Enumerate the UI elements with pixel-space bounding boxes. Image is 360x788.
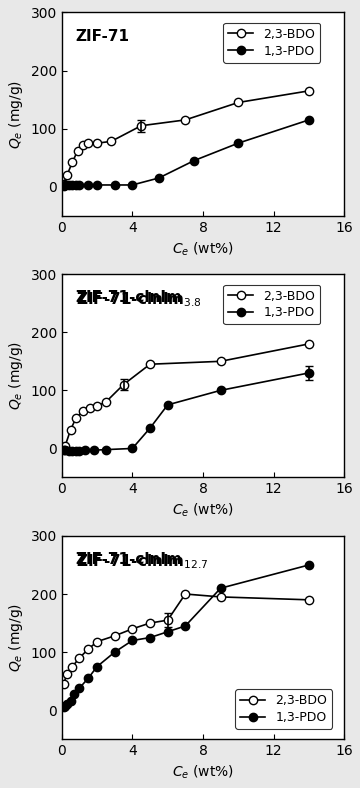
2,3-BDO	[307, 86, 311, 95]
2,3-BDO	[88, 403, 92, 413]
1,3-PDO	[77, 180, 82, 190]
2,3-BDO	[148, 359, 152, 369]
2,3-BDO	[307, 595, 311, 604]
2,3-BDO	[130, 624, 135, 634]
2,3-BDO	[95, 637, 99, 646]
2,3-BDO	[121, 380, 126, 389]
1,3-PDO	[219, 583, 223, 593]
2,3-BDO	[70, 158, 75, 167]
Text: ZIF-71: ZIF-71	[76, 28, 130, 43]
1,3-PDO	[157, 173, 161, 183]
2,3-BDO	[61, 679, 66, 689]
X-axis label: $C_e$ (wt%): $C_e$ (wt%)	[172, 240, 234, 258]
1,3-PDO	[166, 400, 170, 410]
1,3-PDO	[77, 683, 82, 693]
Line: 2,3-BDO: 2,3-BDO	[59, 87, 313, 188]
1,3-PDO	[65, 700, 69, 709]
Y-axis label: $Q_e$ (mg/g): $Q_e$ (mg/g)	[7, 341, 25, 411]
2,3-BDO	[95, 401, 99, 411]
1,3-PDO	[219, 385, 223, 395]
2,3-BDO	[77, 653, 82, 663]
1,3-PDO	[148, 633, 152, 642]
1,3-PDO	[307, 368, 311, 377]
Legend: 2,3-BDO, 1,3-PDO: 2,3-BDO, 1,3-PDO	[235, 690, 332, 729]
1,3-PDO	[113, 180, 117, 190]
1,3-PDO	[61, 445, 66, 455]
2,3-BDO	[86, 645, 90, 654]
1,3-PDO	[72, 690, 76, 699]
2,3-BDO	[236, 98, 240, 107]
1,3-PDO	[130, 444, 135, 453]
1,3-PDO	[166, 627, 170, 637]
Text: ZIF-71-clnIm: ZIF-71-clnIm	[76, 291, 183, 306]
1,3-PDO	[82, 445, 87, 455]
1,3-PDO	[77, 447, 82, 456]
2,3-BDO	[86, 138, 90, 147]
Text: ZIF-71-clnIm$_{12.7}$: ZIF-71-clnIm$_{12.7}$	[76, 552, 208, 571]
2,3-BDO	[63, 440, 67, 450]
Y-axis label: $Q_e$ (mg/g): $Q_e$ (mg/g)	[7, 80, 25, 149]
Text: ZIF-71-clnIm: ZIF-71-clnIm	[76, 552, 183, 567]
1,3-PDO	[63, 701, 67, 710]
Legend: 2,3-BDO, 1,3-PDO: 2,3-BDO, 1,3-PDO	[223, 23, 320, 62]
Line: 1,3-PDO: 1,3-PDO	[59, 369, 313, 455]
2,3-BDO	[81, 140, 85, 150]
1,3-PDO	[130, 636, 135, 645]
2,3-BDO	[148, 619, 152, 628]
1,3-PDO	[91, 445, 96, 455]
2,3-BDO	[70, 662, 75, 671]
Text: ZIF-71-clnIm$_{3.8}$: ZIF-71-clnIm$_{3.8}$	[76, 291, 202, 309]
1,3-PDO	[74, 447, 78, 456]
2,3-BDO	[219, 593, 223, 602]
1,3-PDO	[307, 115, 311, 125]
2,3-BDO	[65, 670, 69, 679]
Line: 2,3-BDO: 2,3-BDO	[61, 340, 313, 450]
Line: 1,3-PDO: 1,3-PDO	[59, 561, 313, 712]
1,3-PDO	[67, 180, 71, 190]
X-axis label: $C_e$ (wt%): $C_e$ (wt%)	[172, 764, 234, 781]
2,3-BDO	[81, 406, 85, 415]
1,3-PDO	[130, 180, 135, 190]
2,3-BDO	[61, 179, 66, 188]
2,3-BDO	[68, 426, 73, 435]
1,3-PDO	[113, 648, 117, 657]
1,3-PDO	[148, 423, 152, 433]
1,3-PDO	[307, 560, 311, 570]
2,3-BDO	[183, 589, 188, 599]
Y-axis label: $Q_e$ (mg/g): $Q_e$ (mg/g)	[7, 603, 25, 672]
2,3-BDO	[183, 115, 188, 125]
2,3-BDO	[109, 136, 113, 146]
1,3-PDO	[63, 180, 67, 190]
1,3-PDO	[86, 674, 90, 683]
1,3-PDO	[74, 180, 78, 190]
2,3-BDO	[76, 146, 80, 155]
1,3-PDO	[86, 180, 90, 190]
X-axis label: $C_e$ (wt%): $C_e$ (wt%)	[172, 502, 234, 519]
1,3-PDO	[183, 621, 188, 630]
Line: 1,3-PDO: 1,3-PDO	[59, 116, 313, 190]
1,3-PDO	[63, 445, 67, 455]
2,3-BDO	[65, 170, 69, 180]
1,3-PDO	[104, 445, 108, 455]
1,3-PDO	[95, 662, 99, 671]
2,3-BDO	[104, 397, 108, 407]
1,3-PDO	[95, 180, 99, 190]
2,3-BDO	[307, 339, 311, 348]
1,3-PDO	[192, 156, 196, 165]
1,3-PDO	[68, 697, 73, 706]
1,3-PDO	[67, 447, 71, 456]
1,3-PDO	[70, 447, 75, 456]
1,3-PDO	[236, 139, 240, 148]
1,3-PDO	[61, 703, 66, 712]
1,3-PDO	[70, 180, 75, 190]
Legend: 2,3-BDO, 1,3-PDO: 2,3-BDO, 1,3-PDO	[223, 284, 320, 324]
2,3-BDO	[113, 631, 117, 641]
2,3-BDO	[219, 357, 223, 366]
1,3-PDO	[61, 180, 66, 190]
2,3-BDO	[139, 121, 143, 131]
Line: 2,3-BDO: 2,3-BDO	[59, 590, 313, 688]
2,3-BDO	[74, 414, 78, 423]
2,3-BDO	[95, 139, 99, 148]
2,3-BDO	[166, 615, 170, 625]
